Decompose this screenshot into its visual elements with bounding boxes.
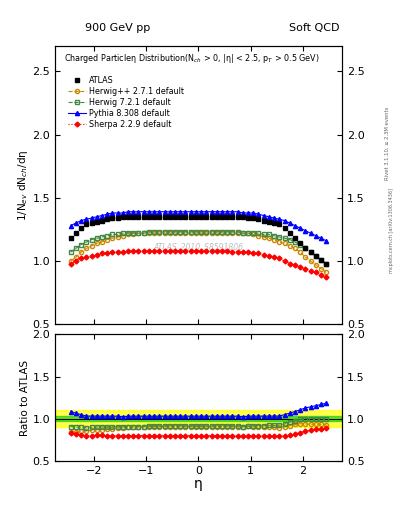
Text: 900 GeV pp: 900 GeV pp [85,23,151,33]
X-axis label: η: η [194,477,203,491]
Text: Charged Particleη Distribution(N$_{ch}$ > 0, |η| < 2.5, p$_T$ > 0.5 GeV): Charged Particleη Distribution(N$_{ch}$ … [64,52,319,65]
Text: ATLAS_2010_S8591806: ATLAS_2010_S8591806 [153,242,244,251]
Text: Rivet 3.1.10, ≥ 2.3M events: Rivet 3.1.10, ≥ 2.3M events [385,106,389,180]
Text: Soft QCD: Soft QCD [289,23,340,33]
Text: mcplots.cern.ch [arXiv:1306.3436]: mcplots.cern.ch [arXiv:1306.3436] [389,188,393,273]
Legend: ATLAS, Herwig++ 2.7.1 default, Herwig 7.2.1 default, Pythia 8.308 default, Sherp: ATLAS, Herwig++ 2.7.1 default, Herwig 7.… [65,72,187,132]
Y-axis label: Ratio to ATLAS: Ratio to ATLAS [20,359,29,436]
Y-axis label: 1/N$_{ev}$ dN$_{ch}$/dη: 1/N$_{ev}$ dN$_{ch}$/dη [16,150,29,221]
